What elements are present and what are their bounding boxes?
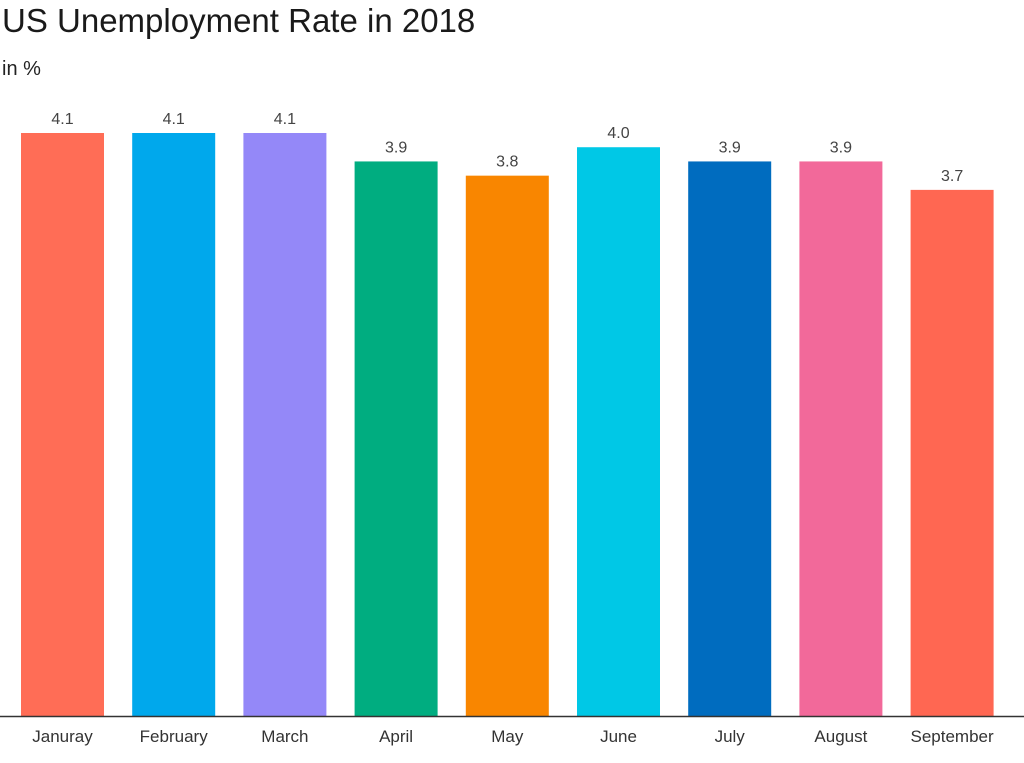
x-tick-label-4: April bbox=[379, 727, 413, 746]
bar-8 bbox=[799, 161, 883, 716]
bar-4 bbox=[354, 161, 438, 716]
bar-7 bbox=[688, 161, 772, 716]
x-tick-label-8: August bbox=[814, 727, 867, 746]
data-label-8: 3.9 bbox=[830, 139, 852, 156]
chart-subtitle: in % bbox=[2, 58, 41, 80]
bar-2 bbox=[132, 133, 216, 716]
x-tick-label-7: July bbox=[715, 727, 746, 746]
data-label-7: 3.9 bbox=[719, 139, 741, 156]
x-tick-label-9: September bbox=[911, 727, 994, 746]
data-label-3: 4.1 bbox=[274, 111, 296, 128]
chart-title: US Unemployment Rate in 2018 bbox=[2, 2, 476, 39]
data-label-5: 3.8 bbox=[496, 154, 518, 171]
data-label-6: 4.0 bbox=[607, 125, 629, 142]
x-tick-label-5: May bbox=[491, 727, 524, 746]
bar-9 bbox=[910, 189, 994, 716]
x-tick-label-1: Januray bbox=[32, 727, 93, 746]
x-tick-label-3: March bbox=[261, 727, 308, 746]
x-tick-label-2: February bbox=[140, 727, 209, 746]
bar-1 bbox=[21, 133, 104, 716]
data-label-9: 3.7 bbox=[941, 168, 963, 185]
data-label-1: 4.1 bbox=[51, 111, 73, 128]
data-label-4: 3.9 bbox=[385, 139, 407, 156]
bar-5 bbox=[465, 175, 549, 716]
bar-3 bbox=[243, 133, 327, 716]
data-label-2: 4.1 bbox=[163, 111, 185, 128]
x-tick-label-6: June bbox=[600, 727, 637, 746]
bar-6 bbox=[577, 147, 660, 717]
